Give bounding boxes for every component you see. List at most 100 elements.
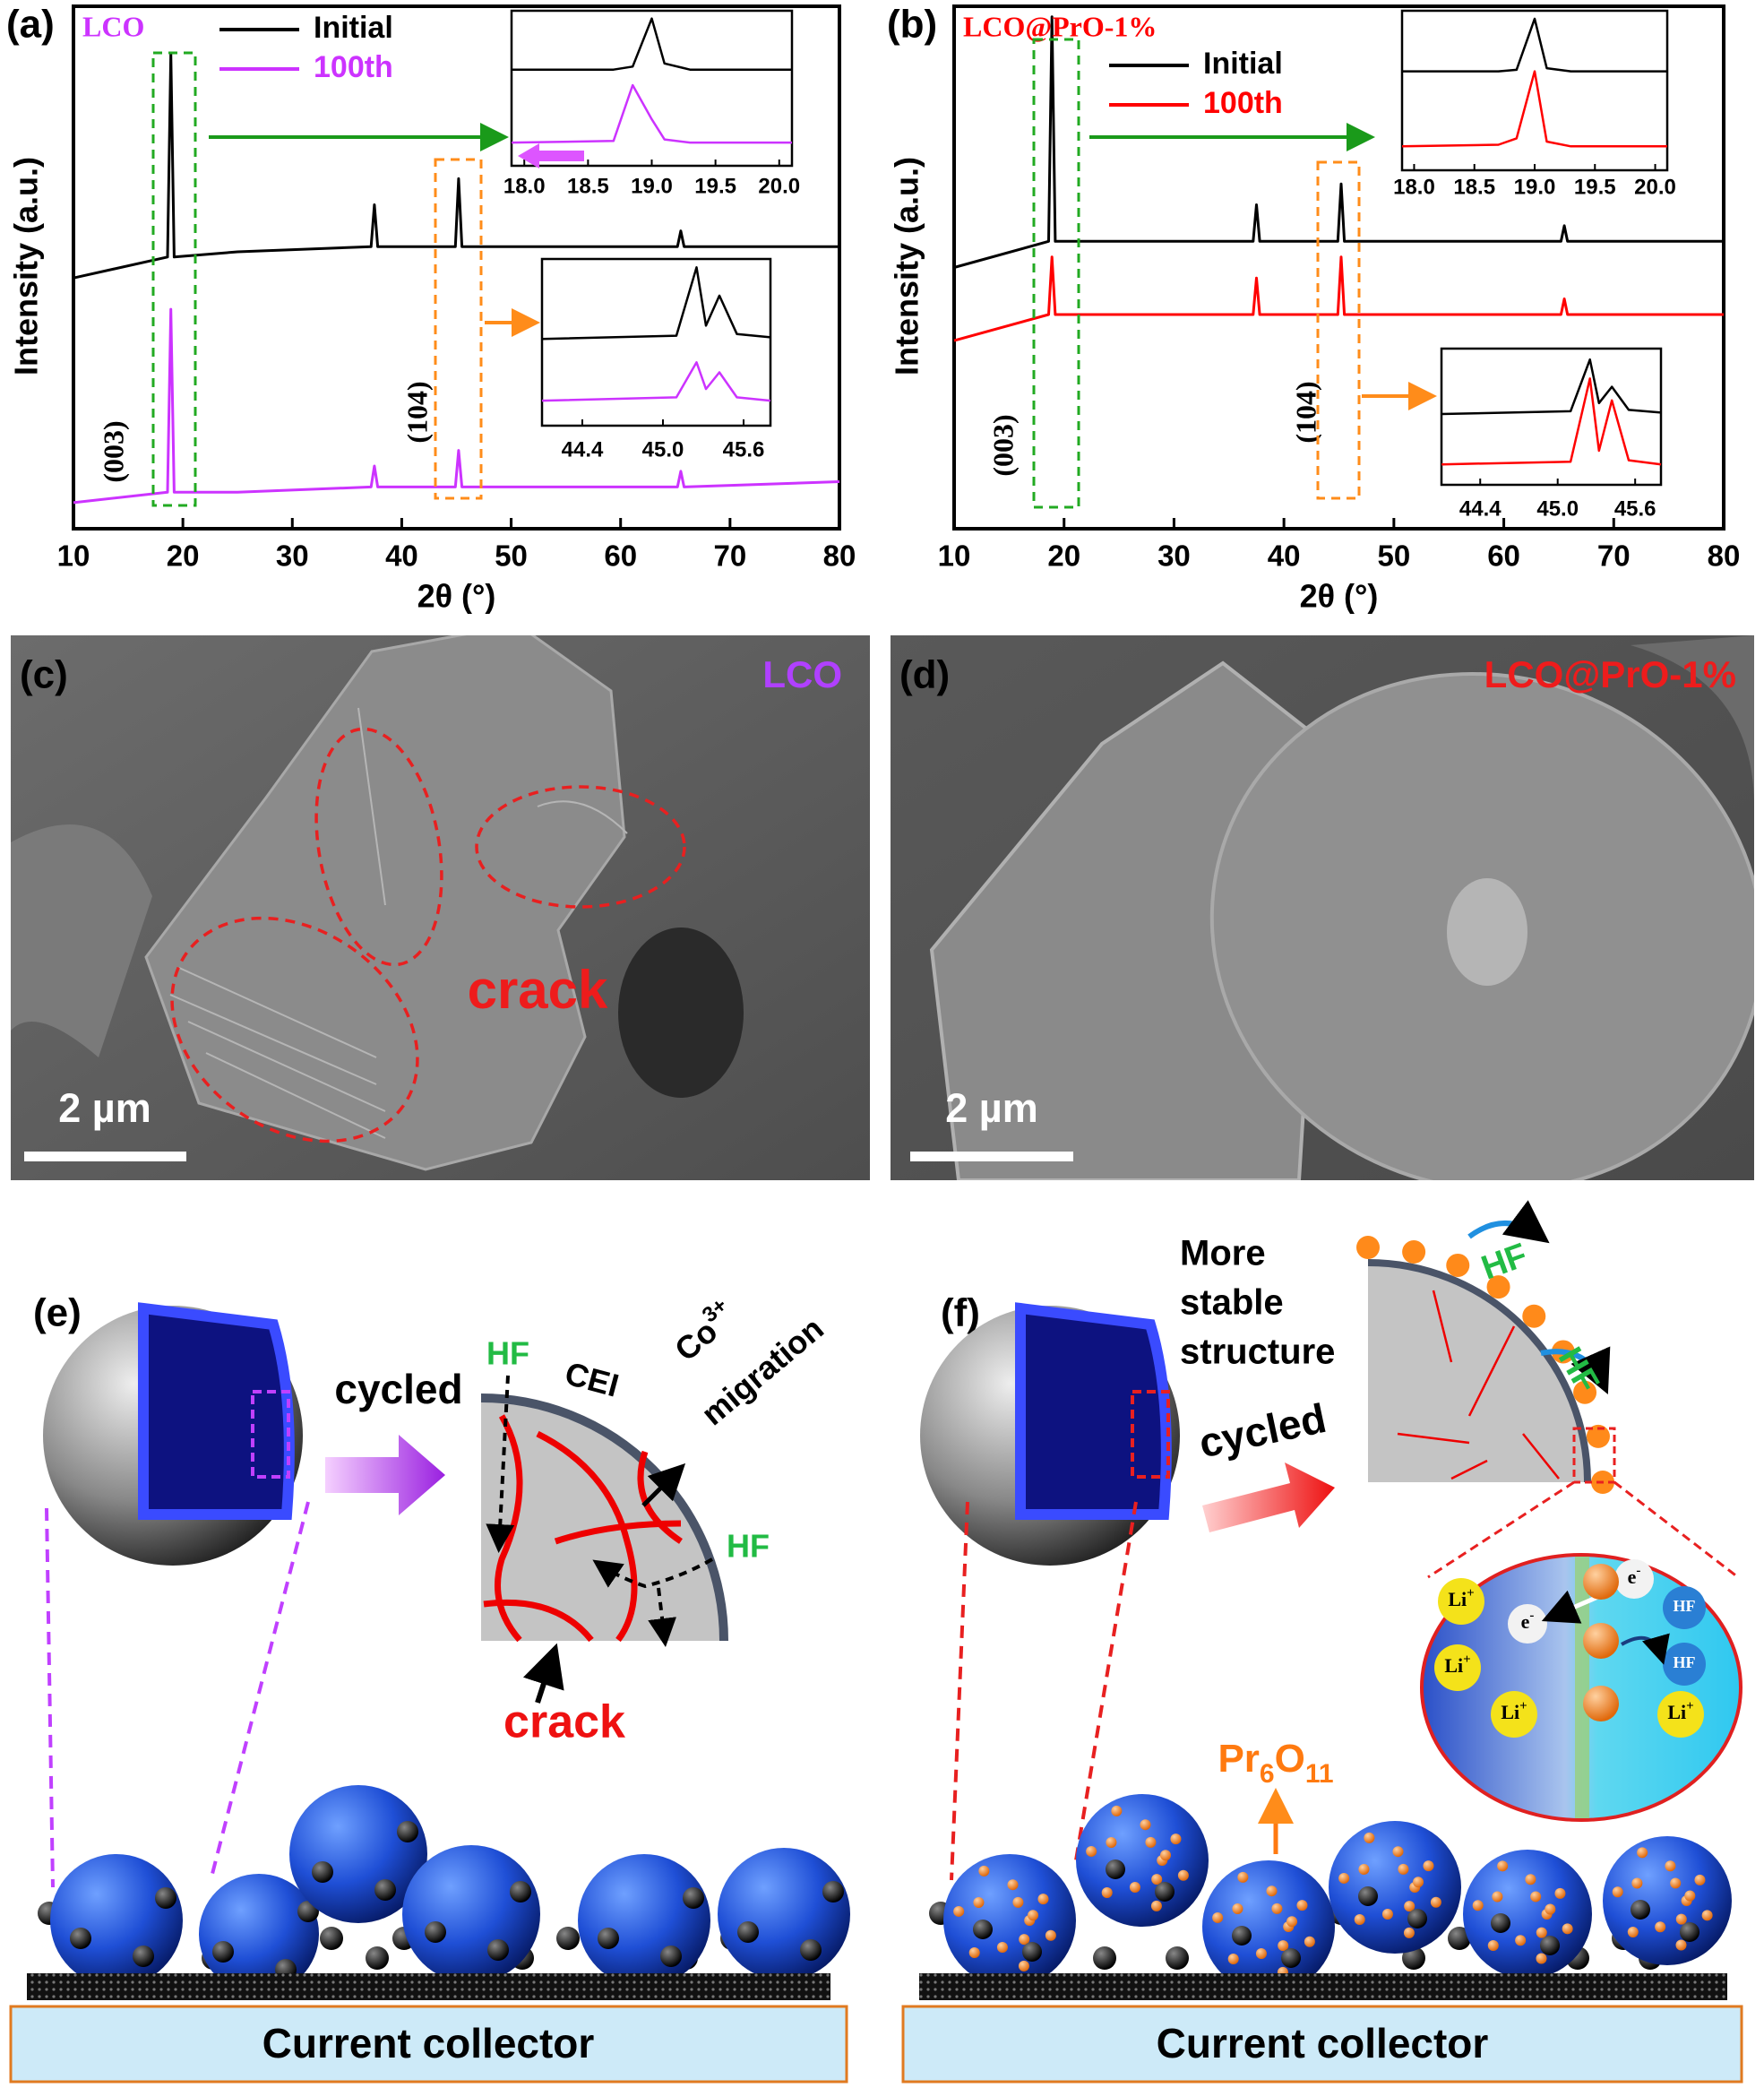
ion-charge: + xyxy=(1463,1652,1471,1667)
pr-dot xyxy=(1271,1902,1283,1914)
carbon-black xyxy=(822,1881,844,1902)
scale-label: 2 µm xyxy=(58,1085,151,1131)
oxide-sub: 11 xyxy=(1305,1759,1334,1789)
carbon-black xyxy=(1166,1946,1189,1970)
carbon-black xyxy=(425,1921,446,1943)
legend-label: 100th xyxy=(1203,86,1283,120)
coated-particle xyxy=(1202,1860,1335,1993)
lco-particle xyxy=(402,1845,540,1983)
x-tick-label: 60 xyxy=(604,539,637,573)
carbon-black xyxy=(155,1887,176,1909)
pr-dot xyxy=(1354,1913,1365,1925)
pr-dot xyxy=(1227,1953,1239,1964)
coated-particle xyxy=(1329,1821,1461,1954)
pr-dot xyxy=(1472,1900,1484,1911)
legend-label: Initial xyxy=(314,11,393,45)
x-tick-label: 30 xyxy=(1157,539,1191,573)
pr-particle xyxy=(1583,1686,1619,1721)
x-tick-label: 20 xyxy=(1047,539,1080,573)
carbon-black xyxy=(1022,1942,1042,1962)
peak-box xyxy=(434,158,483,500)
x-axis-label: 2θ (°) xyxy=(1300,578,1379,615)
pr-dot xyxy=(1037,1894,1049,1905)
carbon-black xyxy=(1631,1900,1650,1920)
e-charge: - xyxy=(1636,1564,1640,1578)
pr-dot xyxy=(1545,1903,1556,1915)
x-tick-label: 18.0 xyxy=(1393,175,1435,199)
pr-particle xyxy=(1583,1564,1619,1600)
x-tick-label: 60 xyxy=(1487,539,1520,573)
pr-dot xyxy=(1160,1850,1172,1861)
li-ion xyxy=(1438,1578,1484,1625)
xrd-overlays xyxy=(151,38,1361,509)
x-tick-label: 18.5 xyxy=(567,174,609,198)
hf-paths xyxy=(486,1375,713,1647)
pr-dot xyxy=(1655,1921,1666,1933)
x-tick-label: 44.4 xyxy=(562,437,604,462)
carbon-black xyxy=(1407,1909,1427,1928)
pr-dot xyxy=(1018,1960,1029,1972)
scale-label: 2 µm xyxy=(945,1085,1037,1131)
ion-charge: + xyxy=(1686,1699,1694,1713)
panel-label: (a) xyxy=(6,3,55,47)
pr-dot xyxy=(1530,1891,1542,1902)
pr-coating xyxy=(1586,1424,1610,1448)
carbon-black xyxy=(487,1939,509,1961)
x-tick-label: 50 xyxy=(495,539,528,573)
carbon-black xyxy=(1232,1926,1252,1946)
pr-dot xyxy=(1525,1874,1536,1885)
carbon-black xyxy=(737,1921,759,1943)
electron xyxy=(1614,1559,1654,1599)
lco-particle xyxy=(578,1854,710,1987)
pr-dot xyxy=(1212,1911,1224,1923)
pr-dot xyxy=(1404,1901,1416,1912)
pr-dot xyxy=(1255,1948,1267,1960)
e-charge: - xyxy=(1529,1609,1534,1623)
li-label: Li+ xyxy=(1448,1586,1474,1610)
x-tick-label: 44.4 xyxy=(1459,496,1502,521)
sphere-core xyxy=(138,1302,295,1520)
pr-dot xyxy=(1278,1940,1289,1952)
pr-dot xyxy=(996,1942,1008,1954)
oxide-part: Pr xyxy=(1218,1737,1259,1781)
x-tick-label: 20 xyxy=(167,539,200,573)
pr-dot xyxy=(1381,1909,1393,1920)
pr-dot xyxy=(1237,1871,1249,1883)
xrd-line xyxy=(1441,377,1662,466)
pr-dot xyxy=(1487,1940,1499,1952)
pr-dot xyxy=(1536,1953,1547,1964)
xrd-line xyxy=(1402,17,1667,73)
sample-label: LCO@PrO-1% xyxy=(1484,653,1736,695)
pr-dot xyxy=(1150,1900,1162,1911)
section xyxy=(481,1398,724,1641)
coating-layer xyxy=(1575,1557,1589,1818)
x-tick-label: 20.0 xyxy=(758,174,800,198)
debris xyxy=(1631,635,1754,807)
striations xyxy=(169,707,628,1139)
pr-dot xyxy=(1670,1877,1682,1889)
pr-dot xyxy=(1045,1929,1056,1941)
pr-dot xyxy=(1612,1886,1623,1898)
pr-dot xyxy=(1170,1833,1182,1845)
xrd-line xyxy=(73,52,839,280)
sphere-core xyxy=(1015,1302,1172,1520)
note-line: stable xyxy=(1180,1283,1284,1323)
capture-arrow xyxy=(1621,1633,1670,1665)
note-line: More xyxy=(1180,1234,1266,1273)
pr-dot xyxy=(1631,1877,1643,1889)
pr-dot xyxy=(953,1905,965,1917)
pr-dot xyxy=(1145,1836,1157,1848)
carbon-black xyxy=(397,1821,418,1842)
x-tick-label: 80 xyxy=(823,539,856,573)
hf-label: HF xyxy=(486,1335,529,1372)
pr-coating xyxy=(1522,1304,1546,1328)
li-ion xyxy=(1434,1644,1481,1691)
sem-image xyxy=(11,635,870,1180)
carbon-black xyxy=(1680,1922,1699,1942)
x-tick-label: 50 xyxy=(1377,539,1410,573)
ion-charge: + xyxy=(1467,1586,1475,1601)
panel-label: (c) xyxy=(20,653,68,697)
collector xyxy=(901,2005,1743,2084)
